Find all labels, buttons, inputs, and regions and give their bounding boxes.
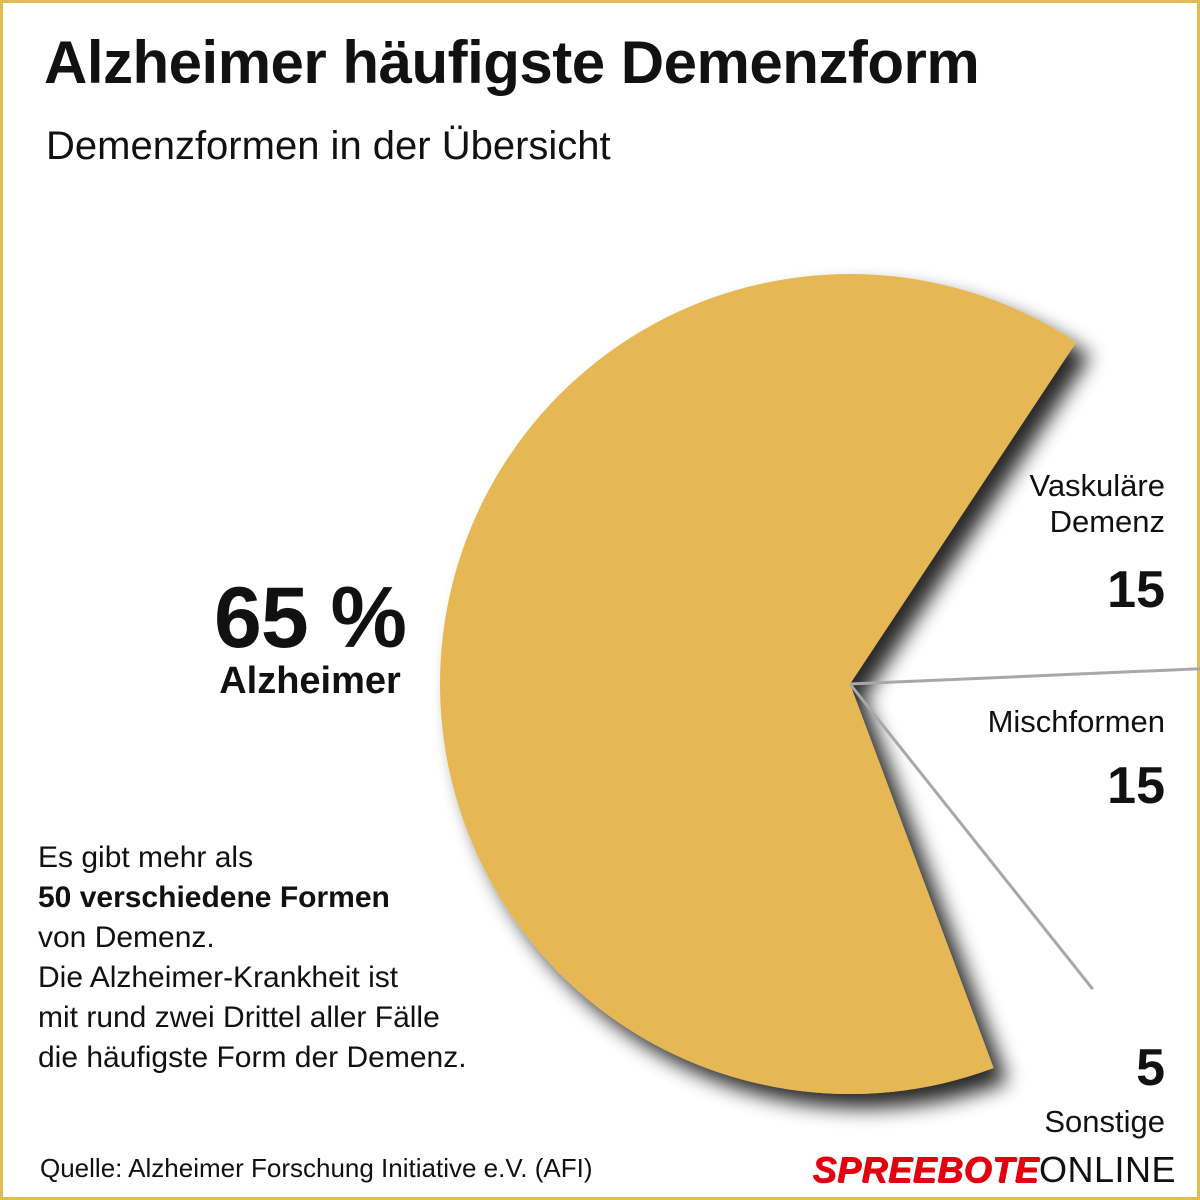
note-line-4: Die Alzheimer-Krankheit ist <box>38 961 399 994</box>
alzheimer-name-label: Alzheimer <box>219 660 401 702</box>
chart-subtitle: Demenzformen in der Übersicht <box>46 124 611 168</box>
sonstige-name: Sonstige <box>1044 1104 1165 1139</box>
note-line-5: mit rund zwei Drittel aller Fälle <box>38 1001 440 1034</box>
note-line-3: von Demenz. <box>38 921 215 954</box>
source-note: Quelle: Alzheimer Forschung Initiative e… <box>40 1153 593 1183</box>
vaskulaer-value: 15 <box>1107 561 1165 619</box>
misch-value: 15 <box>1107 757 1165 815</box>
vaskulaer-name-line1: Vaskuläre <box>1029 468 1165 503</box>
brand-logo: SPREEBOTEONLINE <box>812 1150 1176 1190</box>
divider-line-mischformen <box>848 683 1094 991</box>
divider-line-vaskulaer <box>849 667 1200 686</box>
info-note: Es gibt mehr als 50 verschiedene Formen … <box>38 838 467 1078</box>
vaskulaer-label: Vaskuläre Demenz 15 <box>1029 468 1165 618</box>
note-line-1: Es gibt mehr als <box>38 841 254 874</box>
brand-logo-part1: SPREEBOTE <box>812 1149 1039 1190</box>
misch-label: Mischformen 15 <box>988 704 1165 814</box>
misch-name: Mischformen <box>987 704 1165 739</box>
pie-slice-alzheimer <box>439 273 1077 1094</box>
chart-title: Alzheimer häufigste Demenzform <box>44 29 980 96</box>
note-line-2-bold: 50 verschiedene Formen <box>38 881 390 914</box>
note-line-6: die häufigste Form der Demenz. <box>38 1041 467 1074</box>
brand-logo-part2: ONLINE <box>1038 1149 1176 1190</box>
sonstige-value: 5 <box>1136 1039 1165 1097</box>
sonstige-label: 5 Sonstige <box>1044 1040 1165 1140</box>
alzheimer-percent-label: 65 % <box>213 570 407 666</box>
vaskulaer-name-line2: Demenz <box>1049 504 1165 539</box>
